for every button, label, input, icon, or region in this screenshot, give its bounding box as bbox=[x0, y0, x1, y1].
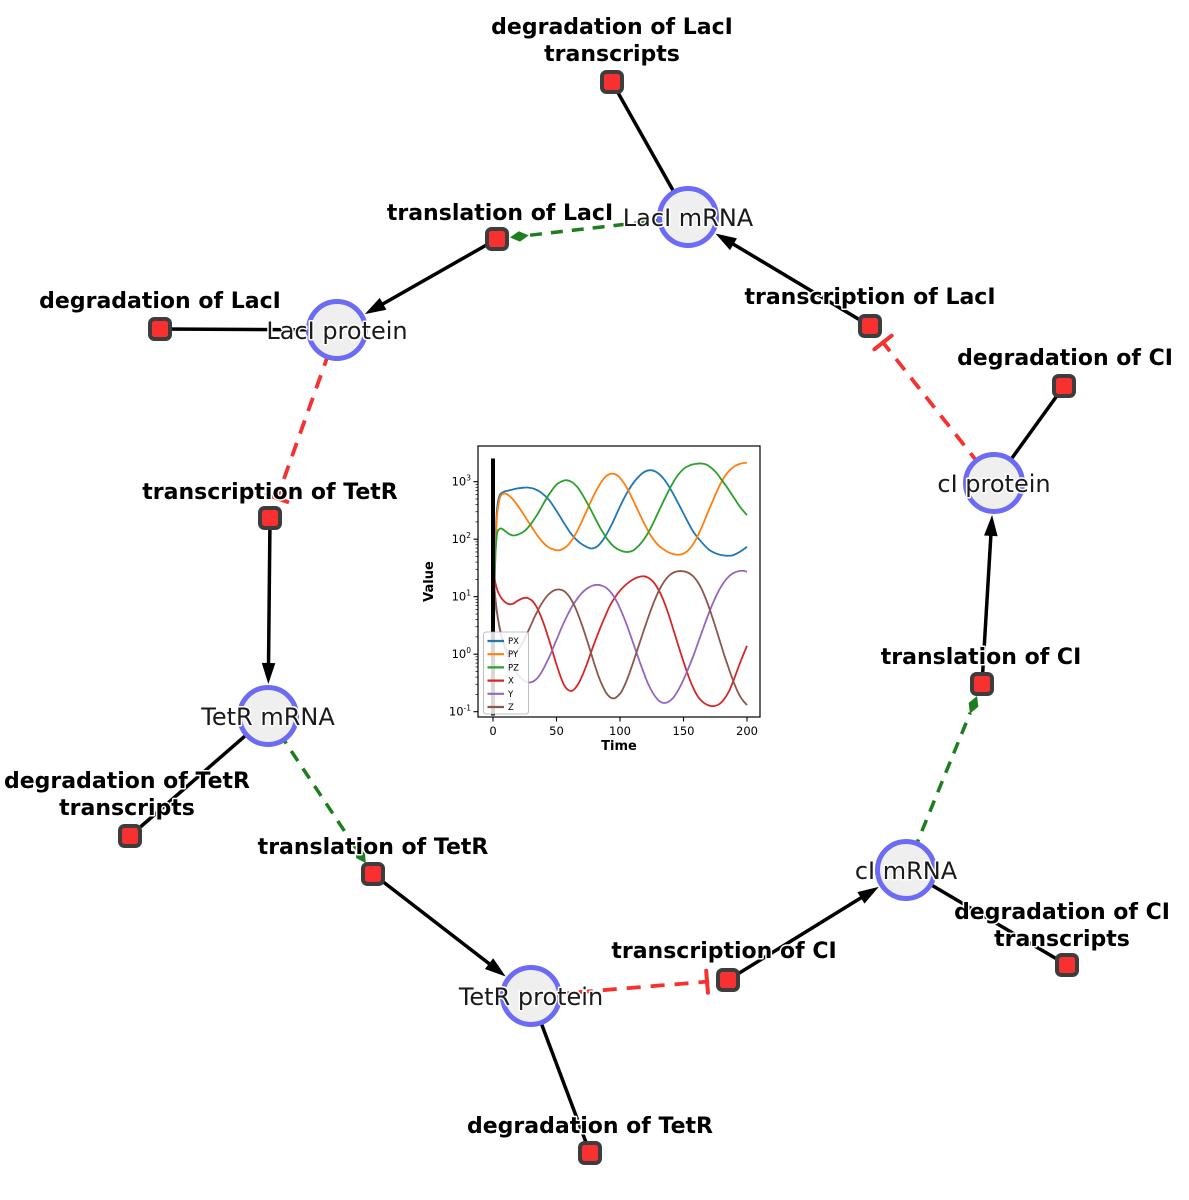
reaction-label-deg_tetr_tx: degradation of TetR transcripts bbox=[4, 769, 250, 821]
reaction-node-transcription_ci bbox=[716, 968, 740, 992]
reaction-node-deg_ci_tx bbox=[1055, 953, 1079, 977]
legend-entry-PZ: PZ bbox=[508, 663, 519, 673]
species-node-tetr_mrna bbox=[237, 685, 299, 747]
legend-entry-PY: PY bbox=[508, 650, 519, 660]
species-label-laci_mrna: LacI mRNA bbox=[623, 204, 754, 232]
diamond-arrowhead-icon bbox=[509, 231, 529, 242]
y-axis: 10-1 100 101 102 103 Value bbox=[422, 474, 478, 719]
node-layer bbox=[118, 70, 1079, 1165]
series-line-PX bbox=[493, 469, 748, 627]
legend-entry-Y: Y bbox=[507, 690, 514, 700]
reaction-node-translation_ci bbox=[970, 672, 994, 696]
inhibition-tee-icon bbox=[872, 333, 894, 352]
x-tick-label: 50 bbox=[549, 724, 564, 738]
legend: PX PY PZ XYZ bbox=[483, 631, 529, 715]
x-tick-label: 200 bbox=[736, 724, 758, 738]
species-node-ci_mrna bbox=[875, 839, 937, 901]
legend-entry-PX: PX bbox=[508, 637, 519, 647]
diamond-arrowhead-icon bbox=[968, 696, 979, 714]
species-label-ci_protein: cI protein bbox=[937, 470, 1050, 498]
edge-transcription_laci-laci_mrna bbox=[715, 233, 871, 328]
edge-ci_mrna-deg_ci_tx bbox=[905, 868, 1068, 967]
x-axis: 0 50 100 150 200 Time bbox=[489, 717, 758, 754]
species-label-laci_protein: LacI protein bbox=[266, 317, 407, 345]
x-axis-title: Time bbox=[601, 739, 637, 754]
reaction-node-translation_tetr bbox=[361, 862, 385, 886]
reaction-label-deg_ci_tx: degradation of CI transcripts bbox=[954, 900, 1170, 952]
edge-translation_laci-laci_protein bbox=[364, 237, 498, 315]
edge-translation_tetr-tetr_protein bbox=[371, 872, 506, 977]
species-node-tetr_protein bbox=[500, 965, 562, 1027]
inhibition-tee-icon bbox=[264, 492, 290, 504]
legend-entry-Z: Z bbox=[508, 703, 514, 713]
arrowhead-icon bbox=[715, 233, 737, 251]
edge-transcription_tetr-tetr_mrna bbox=[261, 517, 276, 685]
reaction-label-transcription_ci: transcription of CI bbox=[611, 939, 836, 964]
reaction-label-transcription_tetr: transcription of TetR bbox=[142, 480, 398, 505]
reaction-label-deg_ci: degradation of CI bbox=[957, 346, 1173, 371]
x-tick-label: 0 bbox=[489, 724, 496, 738]
reaction-label-deg_laci_tx: degradation of LacI transcripts bbox=[491, 15, 733, 67]
species-node-ci_protein bbox=[963, 452, 1025, 514]
reaction-node-deg_tetr_tx bbox=[118, 824, 142, 848]
species-label-ci_mrna: cI mRNA bbox=[855, 857, 958, 885]
y-axis-title: Value bbox=[422, 561, 437, 602]
legend-box bbox=[483, 631, 529, 715]
arrowhead-icon bbox=[857, 886, 879, 904]
arrowhead-icon bbox=[261, 662, 276, 685]
reaction-node-deg_ci bbox=[1052, 374, 1076, 398]
x-tick-label: 150 bbox=[673, 724, 695, 738]
inhibition-tee-icon bbox=[704, 968, 710, 995]
x-tick-label: 100 bbox=[609, 724, 631, 738]
series-line-X bbox=[492, 572, 748, 708]
reaction-node-transcription_laci bbox=[858, 314, 882, 338]
reaction-label-translation_tetr: translation of TetR bbox=[258, 835, 489, 860]
reaction-node-deg_laci bbox=[148, 317, 172, 341]
species-node-laci_mrna bbox=[657, 186, 719, 248]
arrowhead-icon bbox=[484, 958, 506, 977]
reaction-label-translation_ci: translation of CI bbox=[881, 645, 1082, 670]
species-label-tetr_protein: TetR protein bbox=[458, 983, 603, 1011]
y-tick-label: 103 bbox=[452, 474, 472, 489]
y-tick-label: 100 bbox=[452, 646, 472, 661]
reaction-node-transcription_tetr bbox=[258, 506, 282, 530]
label-layer: degradation of LacI transcripts translatio… bbox=[2, 13, 1174, 1140]
diamond-arrowhead-icon bbox=[355, 847, 366, 864]
series-line-PY bbox=[493, 461, 748, 637]
arrowhead-icon bbox=[984, 514, 998, 537]
species-node-laci_protein bbox=[306, 299, 368, 361]
chart-frame bbox=[477, 445, 761, 718]
y-tick-label: 101 bbox=[452, 589, 472, 604]
arrowhead-icon bbox=[364, 297, 387, 315]
y-tick-label: 102 bbox=[452, 531, 472, 546]
legend-entry-X: X bbox=[508, 677, 514, 687]
reaction-node-translation_laci bbox=[485, 227, 509, 251]
edge-transcription_ci-ci_mrna bbox=[727, 886, 879, 982]
reaction-label-deg_laci: degradation of LacI bbox=[39, 289, 281, 314]
reaction-node-deg_tetr bbox=[578, 1141, 602, 1165]
edge-translation_ci-ci_protein bbox=[980, 514, 998, 685]
species-label-tetr_mrna: TetR mRNA bbox=[200, 703, 335, 731]
reaction-node-deg_laci_tx bbox=[600, 70, 624, 94]
reaction-label-transcription_laci: transcription of LacI bbox=[744, 285, 995, 310]
reaction-label-translation_laci: translation of LacI bbox=[387, 201, 613, 226]
series-line-PZ bbox=[493, 462, 748, 645]
inset-chart: 0 50 100 150 200Time10-1100101102103ValuePXP… bbox=[422, 445, 761, 754]
y-tick-label: 10-1 bbox=[449, 704, 471, 719]
reaction-label-deg_tetr: degradation of TetR bbox=[467, 1114, 713, 1139]
